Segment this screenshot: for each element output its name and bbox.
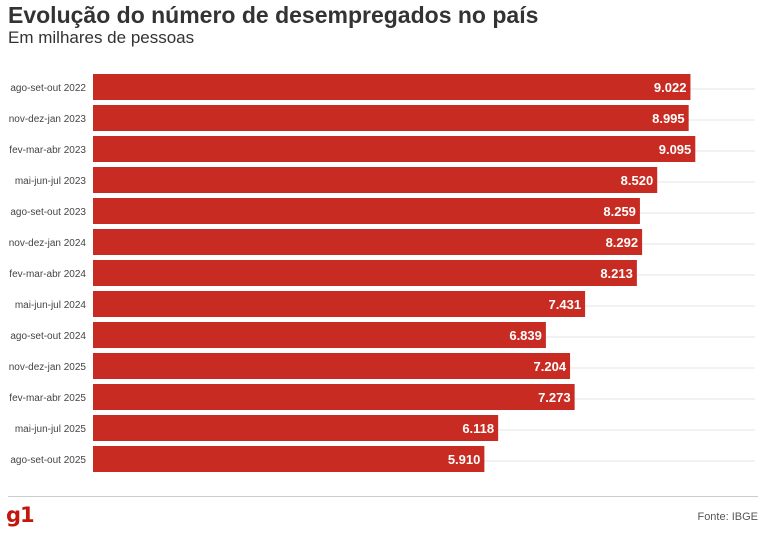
bar: [93, 384, 575, 410]
bar-value-label: 7.204: [534, 359, 567, 374]
category-label: ago-set-out 2024: [10, 331, 86, 342]
category-label: fev-mar-abr 2023: [9, 145, 86, 156]
chart-subtitle: Em milhares de pessoas: [8, 28, 195, 47]
bar-value-label: 8.213: [600, 266, 633, 281]
bar: [93, 415, 499, 441]
g1-logo: g1: [6, 503, 35, 527]
bar: [93, 291, 586, 317]
category-label: nov-dez-jan 2024: [9, 238, 87, 249]
source-note: Fonte: IBGE: [697, 511, 758, 523]
bar-value-label: 9.022: [654, 80, 687, 95]
bar-value-label: 5.910: [448, 452, 481, 467]
category-label: nov-dez-jan 2025: [9, 362, 87, 373]
bar: [93, 353, 571, 379]
category-label: fev-mar-abr 2024: [9, 269, 86, 280]
category-label: ago-set-out 2023: [10, 207, 86, 218]
bar: [93, 198, 640, 224]
category-label: mai-jun-jul 2025: [15, 424, 87, 435]
chart-title: Evolução do número de desempregados no p…: [8, 2, 539, 28]
bar: [93, 446, 485, 472]
bar-chart: ago-set-out 2022 9.022 nov-dez-jan 2023 8.9…: [9, 74, 755, 472]
bar-value-label: 8.995: [652, 111, 685, 126]
category-label: fev-mar-abr 2025: [9, 393, 86, 404]
category-label: nov-dez-jan 2023: [9, 114, 87, 125]
bar-value-label: 7.273: [538, 390, 571, 405]
bar-value-label: 8.520: [621, 173, 654, 188]
bar-value-label: 6.118: [462, 421, 494, 436]
category-label: mai-jun-jul 2023: [15, 176, 87, 187]
category-label: mai-jun-jul 2024: [15, 300, 87, 311]
bar-value-label: 9.095: [659, 142, 692, 157]
bar: [93, 105, 689, 131]
bar: [93, 229, 643, 255]
bar-value-label: 8.292: [606, 235, 639, 250]
bar-value-label: 6.839: [509, 328, 542, 343]
bar: [93, 322, 546, 348]
bar: [93, 136, 696, 162]
bar: [93, 167, 658, 193]
category-label: ago-set-out 2022: [10, 83, 86, 94]
category-label: ago-set-out 2025: [10, 455, 86, 466]
bar-value-label: 7.431: [549, 297, 582, 312]
footer-divider: [8, 496, 758, 497]
bar: [93, 74, 691, 100]
bar: [93, 260, 637, 286]
bar-value-label: 8.259: [603, 204, 636, 219]
